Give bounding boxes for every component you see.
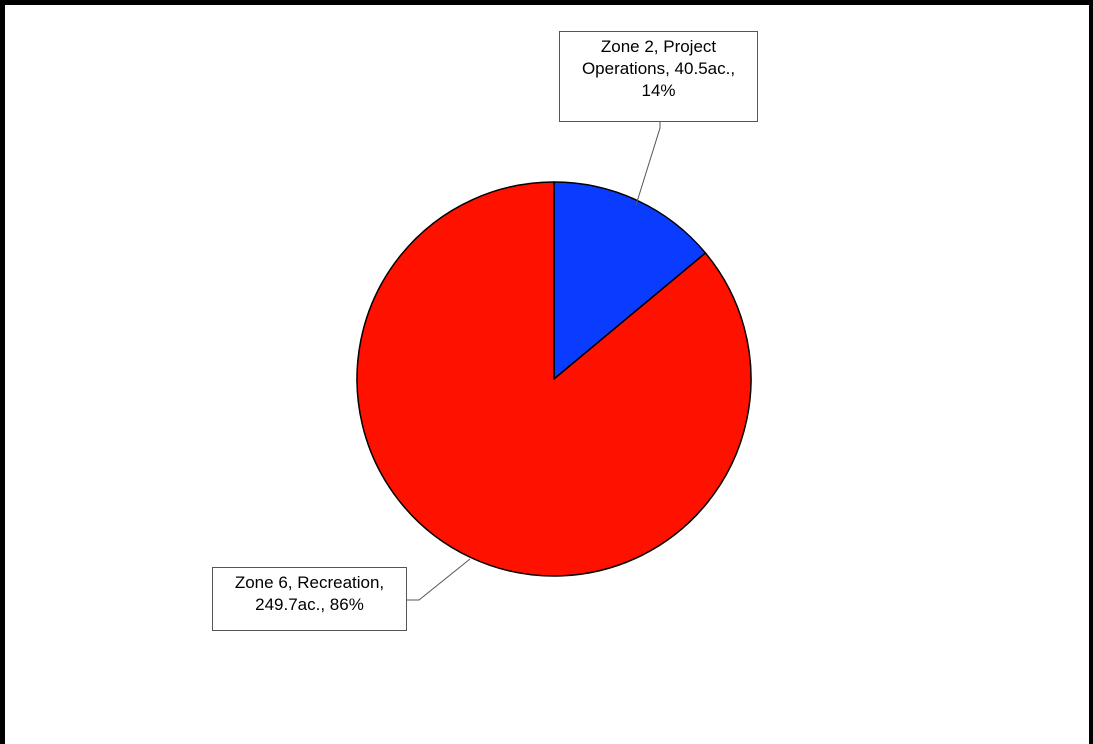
pie-slice-2: [356, 181, 752, 577]
slice-label-zone-6: Zone 6, Recreation, 249.7ac., 86%: [212, 567, 407, 631]
leader-line-2: [407, 558, 471, 601]
slice-label-line: Zone 6, Recreation,: [234, 573, 385, 592]
slice-label-zone-2: Zone 2, Project Operations, 40.5ac., 14%: [559, 31, 758, 122]
slice-label-line: Operations, 40.5ac.,: [581, 59, 736, 78]
slice-label-line: 249.7ac., 86%: [255, 595, 364, 614]
leader-lines: [407, 122, 661, 601]
pie-slices: [356, 181, 752, 577]
leader-line-1: [635, 122, 661, 206]
slice-label-line: Zone 2, Project: [600, 37, 717, 56]
slice-label-line: 14%: [641, 81, 676, 100]
